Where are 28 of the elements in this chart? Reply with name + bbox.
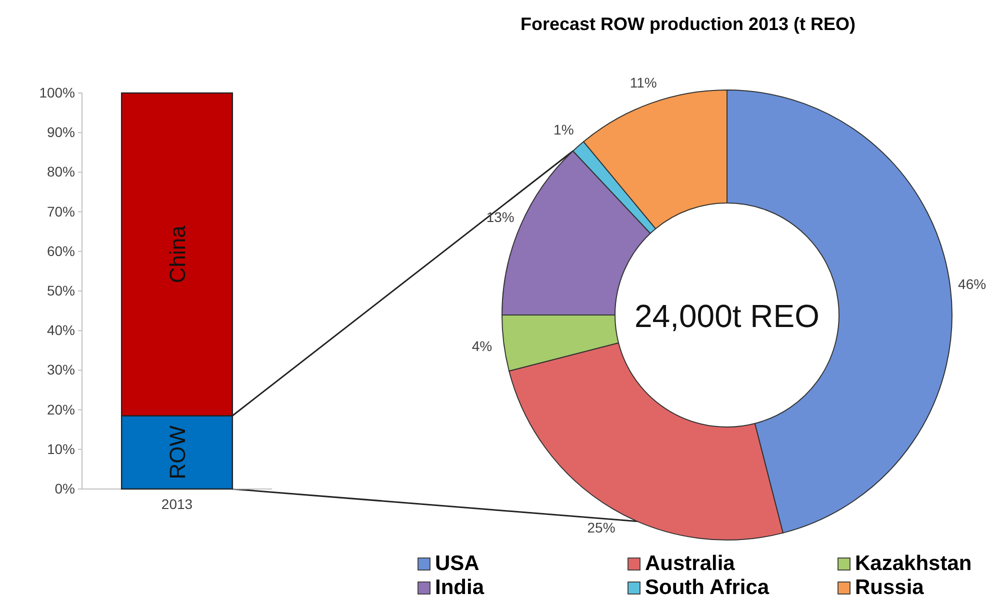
legend-label: USA bbox=[435, 552, 480, 575]
y-tick-label: 10% bbox=[46, 440, 75, 457]
legend-label: South Africa bbox=[645, 576, 770, 599]
y-tick-label: 40% bbox=[46, 322, 75, 338]
data-label: 1% bbox=[554, 122, 574, 138]
legend-label: Australia bbox=[645, 552, 736, 575]
legend-label: Kazakhstan bbox=[855, 552, 972, 575]
data-label: 46% bbox=[958, 276, 986, 292]
y-tick-label: 0% bbox=[54, 480, 75, 496]
y-tick-label: 80% bbox=[46, 164, 75, 180]
x-tick-label: 2013 bbox=[161, 496, 193, 512]
data-label: 25% bbox=[587, 520, 616, 536]
y-tick-label: 70% bbox=[46, 203, 75, 220]
data-label: 4% bbox=[472, 338, 492, 354]
legend-label: India bbox=[435, 576, 484, 599]
y-tick-label: 30% bbox=[46, 362, 75, 378]
y-tick-label: 60% bbox=[46, 242, 75, 259]
data-label: 13% bbox=[486, 208, 514, 225]
y-tick-label: 50% bbox=[46, 282, 75, 298]
series-label: China bbox=[165, 224, 190, 284]
legend-label: Russia bbox=[855, 576, 924, 599]
y-tick-label: 90% bbox=[46, 124, 75, 140]
chart-title: Forecast ROW production 2013 (t REO) bbox=[520, 14, 856, 34]
y-tick-label: 100% bbox=[39, 84, 75, 100]
data-label: 11% bbox=[630, 74, 657, 91]
text: 24,000t REO bbox=[634, 298, 820, 334]
series-label: ROW bbox=[165, 425, 190, 480]
y-tick-label: 20% bbox=[46, 401, 75, 418]
